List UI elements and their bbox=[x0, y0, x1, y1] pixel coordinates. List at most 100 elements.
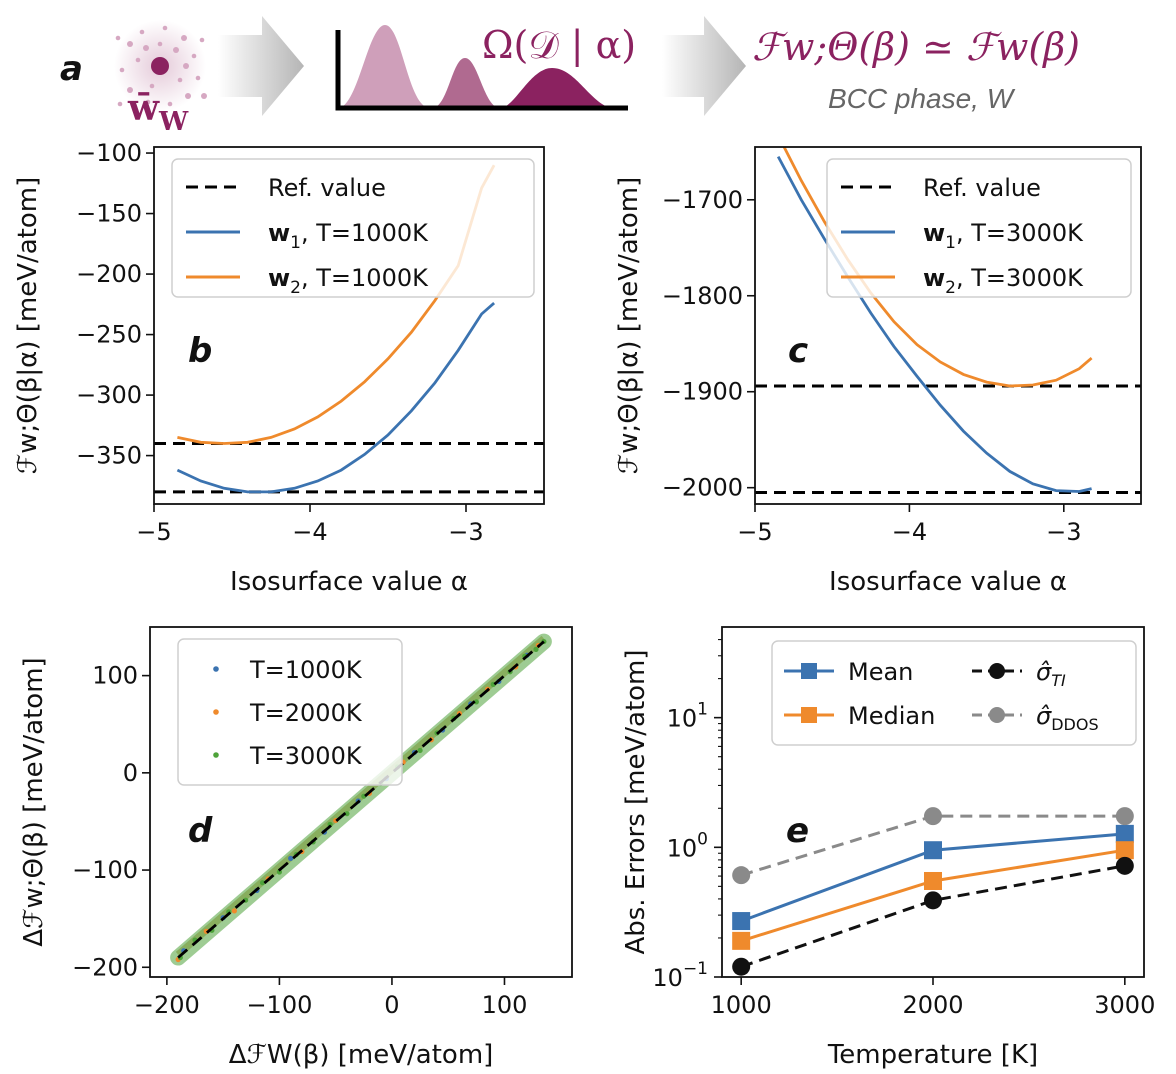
legend-label-Median: Median bbox=[848, 702, 935, 730]
panel-letter-d: d bbox=[188, 811, 213, 851]
scatter-point-T-3000K bbox=[533, 646, 539, 652]
marker-Median bbox=[1115, 841, 1134, 860]
legend-marker bbox=[213, 709, 219, 715]
y-axis-title: ℱw;Θ(β|α) [meV/atom] bbox=[614, 177, 644, 475]
weights-glyph: w̄W bbox=[114, 20, 207, 137]
legend-label: T=3000K bbox=[249, 742, 363, 770]
legend-label-w1: w1, T=3000K bbox=[923, 219, 1084, 253]
svg-text:w̄W: w̄W bbox=[127, 87, 189, 137]
y-tick-label: −100 bbox=[76, 139, 142, 167]
y-tick-label: −200 bbox=[72, 953, 138, 981]
legend-label-Mean: Mean bbox=[848, 658, 913, 686]
legend-box bbox=[771, 640, 1137, 746]
legend-label-w2: w2, T=1000K bbox=[268, 264, 429, 298]
scatter-point-T-3000K bbox=[473, 699, 479, 705]
x-tick-label: −3 bbox=[1046, 518, 1081, 546]
legend-label-w1: w1, T=1000K bbox=[268, 219, 429, 253]
legend: T=1000K T=2000K T=3000K bbox=[177, 638, 403, 786]
chart-panels: −5 −4 −3−100−150−200−250−300−350Isosurface… bbox=[13, 139, 1155, 1070]
legend-marker bbox=[801, 663, 817, 679]
y-axis-title: Δℱw;Θ(β) [meV/atom] bbox=[19, 657, 49, 946]
axes-frame bbox=[754, 146, 1142, 505]
marker-Mean bbox=[924, 841, 942, 860]
weights-scatter-dot bbox=[195, 75, 201, 81]
chart-panel-d: −200 −100 0 100 −200 −100 0 100 ΔℱW(β) [meV/atom… bbox=[19, 626, 573, 1070]
y-tick-label: 0 bbox=[123, 759, 138, 787]
weights-scatter-dot bbox=[145, 99, 151, 105]
y-axis-title: Abs. Errors [meV/atom] bbox=[621, 649, 651, 954]
legend-ref-label: Ref. value bbox=[923, 174, 1041, 202]
legend-main: Median bbox=[848, 702, 935, 730]
x-tick-label: −100 bbox=[246, 991, 312, 1019]
legend-vector: w bbox=[923, 219, 945, 247]
y-tick-label: −1800 bbox=[662, 282, 743, 310]
x-tick-label: −4 bbox=[292, 518, 327, 546]
marker-Median bbox=[732, 931, 751, 950]
x-tick-label: 3000 bbox=[1094, 991, 1155, 1019]
legend-ref-label: Ref. value bbox=[268, 174, 386, 202]
scatter-point-T-3000K bbox=[259, 880, 266, 886]
scatter-point-T-3000K bbox=[344, 811, 350, 817]
legend-sub: 2 bbox=[290, 278, 301, 298]
weights-scatter-dot bbox=[127, 41, 133, 47]
weights-scatter-dot bbox=[127, 87, 133, 93]
panel-letter-c: c bbox=[788, 331, 808, 371]
header-panel-a: a w̄W Ω(𝒟 | α) ℱw;Θ(β) ≃ ℱw(β) BCC phase… bbox=[60, 16, 1080, 137]
legend-label: T=2000K bbox=[249, 699, 363, 727]
weights-subscript: W bbox=[158, 107, 189, 137]
weights-scatter-dot bbox=[201, 93, 207, 99]
y-tick-label: 100 bbox=[92, 662, 138, 690]
axes-frame bbox=[153, 146, 545, 505]
legend-rest: , T=3000K bbox=[956, 264, 1084, 292]
legend-sub: 1 bbox=[290, 233, 301, 253]
weights-scatter-dot bbox=[149, 83, 155, 89]
marker-σ̂TI bbox=[732, 957, 751, 976]
y-tick-label: 101 bbox=[667, 700, 708, 733]
marker-σ̂DDOS bbox=[732, 866, 751, 885]
legend-marker bbox=[989, 663, 1005, 679]
legend-box bbox=[171, 158, 535, 298]
marker-σ̂DDOS bbox=[1115, 807, 1134, 826]
y-tick-base: 10 bbox=[652, 964, 683, 992]
legend-main: Mean bbox=[848, 658, 913, 686]
weights-scatter-dot bbox=[177, 77, 183, 83]
scatter-point-T-2000K bbox=[231, 908, 237, 914]
weights-scatter-dot bbox=[135, 57, 141, 63]
y-tick-label: 100 bbox=[667, 829, 708, 862]
weights-scatter-dot bbox=[162, 25, 168, 31]
legend-sub: DDOS bbox=[1051, 715, 1098, 734]
x-tick-label: 2000 bbox=[902, 991, 963, 1019]
header-subtitle: BCC phase, W bbox=[828, 83, 1016, 114]
weights-scatter-dot bbox=[117, 101, 123, 107]
weights-scatter-dot bbox=[181, 35, 187, 41]
legend-main: σ̂ bbox=[1036, 702, 1052, 730]
weights-dots bbox=[115, 25, 207, 107]
x-tick-label: 1000 bbox=[711, 991, 772, 1019]
omega-density-sketch: Ω(𝒟 | α) bbox=[335, 23, 636, 111]
weights-scatter-dot bbox=[143, 45, 149, 51]
marker-σ̂DDOS bbox=[924, 807, 942, 826]
axes-frame bbox=[721, 626, 1145, 978]
y-axis-title: ℱw;Θ(β|α) [meV/atom] bbox=[13, 177, 43, 475]
y-tick-label: −2000 bbox=[662, 474, 743, 502]
header-formula: ℱw;Θ(β) ≃ ℱw(β) bbox=[752, 25, 1080, 69]
legend-sub: 2 bbox=[945, 278, 956, 298]
series-line-w1 bbox=[176, 302, 496, 494]
y-tick-label: −350 bbox=[76, 442, 142, 470]
scatter-point-T-1000K bbox=[288, 855, 294, 861]
identity-line bbox=[177, 640, 545, 959]
flow-arrow-2 bbox=[662, 16, 746, 116]
flow-arrow-1 bbox=[218, 16, 304, 116]
legend-marker bbox=[989, 707, 1005, 723]
weights-scatter-dot bbox=[115, 35, 121, 41]
weights-scatter-dot bbox=[139, 29, 145, 35]
x-tick-label: −5 bbox=[737, 518, 772, 546]
y-tick-label: 10−1 bbox=[652, 959, 708, 992]
weights-scatter-dot bbox=[119, 67, 125, 73]
legend-box bbox=[826, 158, 1132, 298]
chart-panel-c: −5 −4 −3 −1700 −1800 −1900 −2000 Isosurface val… bbox=[614, 146, 1142, 597]
density-peak-2 bbox=[432, 58, 500, 108]
